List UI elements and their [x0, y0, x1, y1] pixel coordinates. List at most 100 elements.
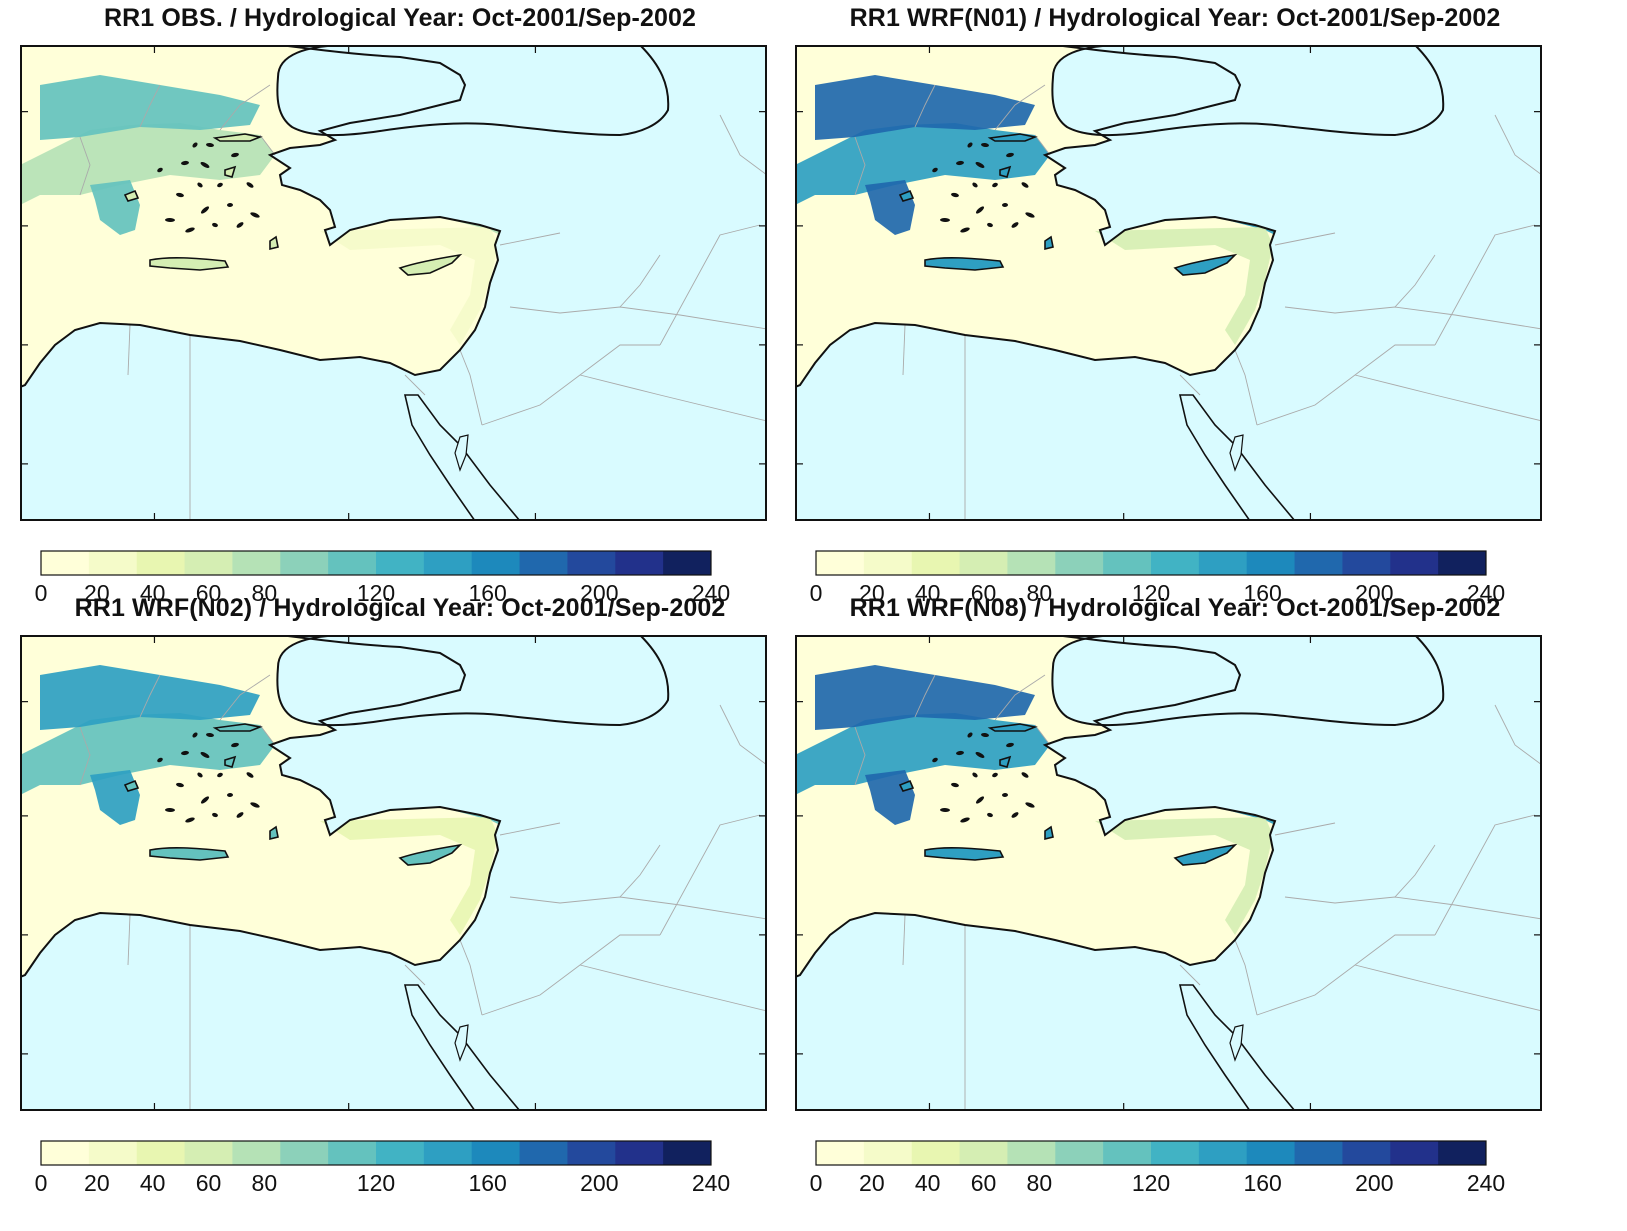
- islet: [981, 732, 989, 738]
- colorbar-segment: [863, 1141, 913, 1165]
- islet: [1002, 792, 1008, 798]
- border-line: [1354, 964, 1542, 1012]
- border-line: [499, 232, 561, 246]
- island: [924, 256, 1005, 271]
- coastline: [20, 635, 502, 979]
- colorbar-label: 200: [1355, 580, 1394, 606]
- colorbar-label: 200: [580, 1170, 619, 1196]
- colorbar-label: 240: [691, 1170, 731, 1196]
- islet: [200, 206, 210, 214]
- island: [999, 755, 1012, 768]
- colorbar-segment: [88, 551, 138, 575]
- colorbar-segment: [88, 1141, 138, 1165]
- island: [224, 755, 237, 768]
- border-line: [1234, 349, 1258, 426]
- islet: [975, 206, 985, 214]
- coastline: [795, 45, 1277, 389]
- island: [987, 133, 1038, 142]
- precipitation-map: [20, 45, 767, 521]
- islet: [217, 772, 223, 778]
- islet: [1021, 182, 1029, 188]
- colorbar-label: 0: [34, 580, 48, 606]
- border-line: [994, 674, 1046, 721]
- border-line: [1394, 254, 1436, 308]
- map-panel-n01: RR1 WRF(N01) / Hydrological Year: Oct-20…: [775, 0, 1575, 610]
- colorbar-label: 20: [859, 1170, 885, 1196]
- colorbar-frame: [40, 550, 712, 576]
- border-line: [1434, 814, 1536, 936]
- border-line: [404, 374, 426, 396]
- border-line: [499, 822, 561, 836]
- border-line: [1274, 822, 1336, 836]
- island: [149, 256, 230, 271]
- island: [1044, 825, 1054, 841]
- colorbar: 0 20 40 60 80 120 160 200 240: [810, 550, 1515, 610]
- colorbar-segment: [280, 551, 329, 575]
- islet: [176, 782, 184, 788]
- border-line: [854, 136, 866, 196]
- border-line: [619, 844, 661, 898]
- islet: [212, 222, 218, 228]
- country-borders: [79, 84, 767, 521]
- gulf-of-aqaba: [454, 434, 469, 472]
- precipitation-map: [795, 635, 1542, 1111]
- colorbar-scale: [815, 550, 1487, 576]
- colorbar-segment: [1198, 551, 1248, 575]
- islet: [1002, 202, 1008, 208]
- precip-patch: [815, 75, 1035, 140]
- islet: [992, 772, 998, 778]
- border-line: [914, 84, 936, 128]
- country-borders: [79, 674, 767, 1111]
- islet: [940, 807, 950, 813]
- islet: [1025, 802, 1035, 808]
- islet: [217, 182, 223, 188]
- island: [123, 189, 140, 202]
- precipitation-map: [795, 45, 1542, 521]
- precip-patch: [40, 75, 260, 140]
- island: [898, 189, 915, 202]
- colorbar-segment: [136, 1141, 186, 1165]
- islet: [227, 202, 233, 208]
- colorbar-segment: [1103, 551, 1152, 575]
- colorbar-scale: [40, 550, 712, 576]
- colorbar-frame: [815, 550, 1487, 576]
- colorbar-segment: [816, 551, 865, 575]
- islet: [987, 812, 993, 818]
- black-sea: [1051, 45, 1445, 137]
- colorbar: 0 20 40 60 80 120 160 200 240: [35, 550, 740, 610]
- colorbar-segment: [615, 1141, 664, 1165]
- islet: [200, 752, 210, 758]
- colorbar-segment: [280, 1141, 329, 1165]
- country-borders: [854, 84, 1542, 521]
- colorbar-segment: [471, 1141, 521, 1165]
- island: [398, 253, 463, 276]
- colorbar-segment: [1342, 551, 1391, 575]
- islet: [246, 772, 254, 778]
- colorbar-label: 160: [1243, 1170, 1282, 1196]
- islet: [967, 732, 973, 738]
- border-line: [404, 964, 426, 986]
- islet: [236, 222, 244, 228]
- islet: [981, 142, 989, 148]
- colorbar-frame: [815, 1140, 1487, 1166]
- island: [924, 846, 1005, 861]
- islet: [1006, 152, 1014, 158]
- colorbar-segment: [376, 551, 425, 575]
- border-line: [619, 254, 661, 308]
- colorbar-segment: [423, 551, 473, 575]
- island: [269, 825, 279, 841]
- border-line: [459, 349, 483, 426]
- islet: [181, 750, 189, 756]
- colorbar-frame: [40, 1140, 712, 1166]
- islet: [250, 802, 260, 808]
- island: [999, 165, 1012, 178]
- colorbar-scale: [40, 1140, 712, 1166]
- map-panel-n02: RR1 WRF(N02) / Hydrological Year: Oct-20…: [0, 590, 800, 1200]
- island: [149, 846, 230, 861]
- islet: [165, 217, 175, 223]
- black-sea: [1051, 635, 1445, 727]
- precip-patch: [815, 665, 1035, 730]
- border-line: [659, 224, 761, 346]
- colorbar-segment: [232, 551, 281, 575]
- border-line: [719, 704, 767, 766]
